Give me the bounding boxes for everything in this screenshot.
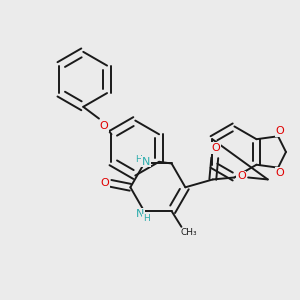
Text: N: N	[142, 157, 150, 166]
Text: O: O	[212, 143, 220, 153]
Text: O: O	[100, 122, 108, 131]
Text: O: O	[100, 178, 109, 188]
Text: O: O	[276, 168, 284, 178]
Text: H: H	[135, 155, 142, 164]
Text: N: N	[136, 209, 144, 219]
Text: H: H	[143, 214, 149, 224]
Text: CH₃: CH₃	[181, 228, 198, 237]
Text: O: O	[237, 172, 246, 182]
Text: O: O	[276, 126, 284, 136]
